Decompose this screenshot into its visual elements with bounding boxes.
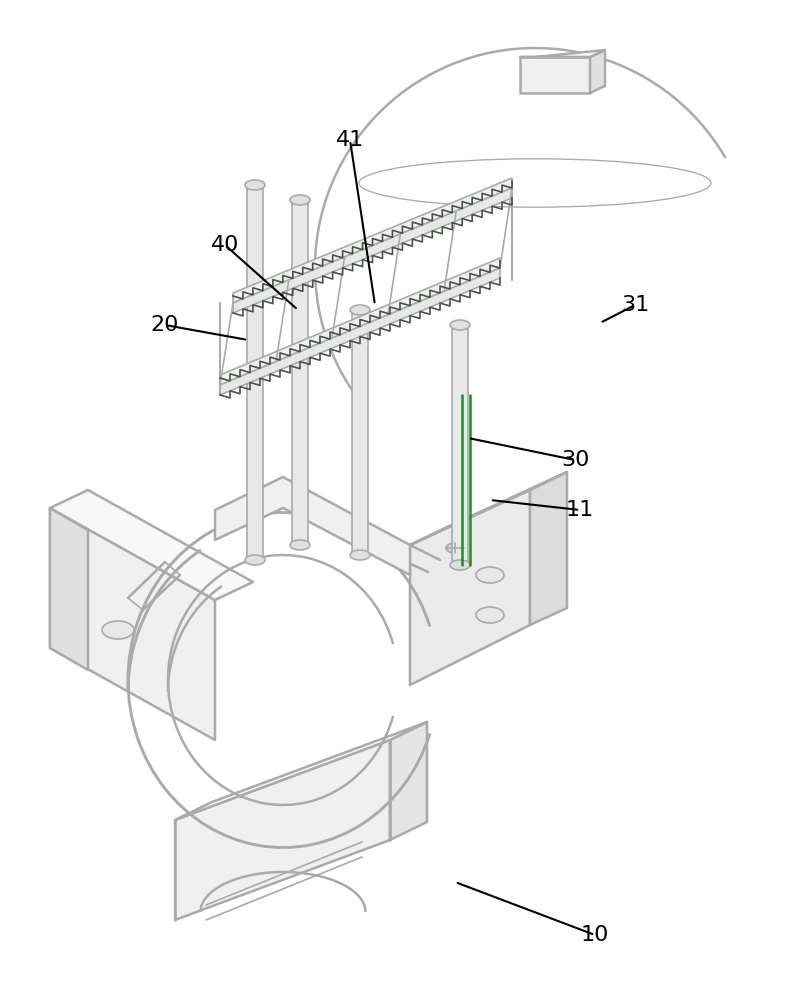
Polygon shape xyxy=(233,178,512,303)
Polygon shape xyxy=(220,258,500,385)
Ellipse shape xyxy=(290,195,310,205)
Text: 10: 10 xyxy=(580,925,608,945)
Ellipse shape xyxy=(475,567,504,583)
Polygon shape xyxy=(452,325,467,565)
Ellipse shape xyxy=(102,621,134,639)
Polygon shape xyxy=(175,740,389,920)
Ellipse shape xyxy=(449,560,470,570)
Polygon shape xyxy=(50,508,215,740)
Ellipse shape xyxy=(449,320,470,330)
Polygon shape xyxy=(530,472,566,625)
Polygon shape xyxy=(220,268,500,395)
Polygon shape xyxy=(410,490,530,685)
Ellipse shape xyxy=(350,305,370,315)
Text: 40: 40 xyxy=(211,235,239,255)
Polygon shape xyxy=(590,50,604,93)
Polygon shape xyxy=(50,508,88,670)
Ellipse shape xyxy=(290,540,310,550)
Polygon shape xyxy=(292,200,307,545)
Ellipse shape xyxy=(245,180,264,190)
Ellipse shape xyxy=(445,543,463,553)
Text: 31: 31 xyxy=(620,295,648,315)
Polygon shape xyxy=(175,722,427,820)
Polygon shape xyxy=(233,188,512,313)
Polygon shape xyxy=(50,490,253,600)
Polygon shape xyxy=(247,185,263,560)
Polygon shape xyxy=(351,310,367,555)
Ellipse shape xyxy=(475,607,504,623)
Text: 30: 30 xyxy=(560,450,589,470)
Polygon shape xyxy=(389,722,427,840)
Text: 11: 11 xyxy=(565,500,594,520)
Ellipse shape xyxy=(245,555,264,565)
Text: 41: 41 xyxy=(336,130,363,150)
Ellipse shape xyxy=(350,550,370,560)
Polygon shape xyxy=(215,477,410,575)
Polygon shape xyxy=(519,57,590,93)
Polygon shape xyxy=(410,472,566,545)
Text: 20: 20 xyxy=(151,315,179,335)
Polygon shape xyxy=(519,50,604,57)
